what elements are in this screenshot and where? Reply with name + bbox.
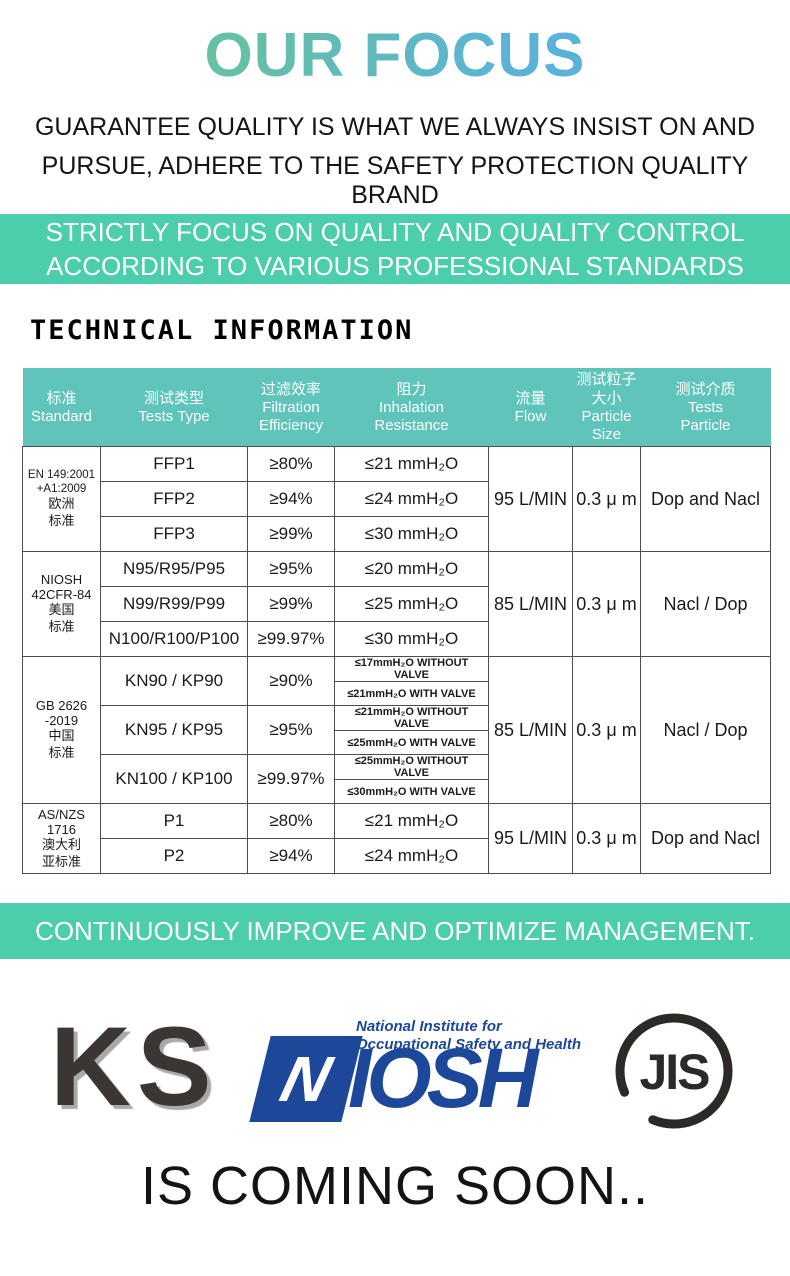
cell-standard-asnzs: AS/NZS 1716 澳大利 亚标准 bbox=[22, 803, 101, 874]
cell-standard-niosh: NIOSH 42CFR-84 美国 标准 bbox=[22, 551, 101, 657]
header-particle-size: 测试粒子大小 Particle Size bbox=[572, 368, 641, 447]
certification-logos: KS National Institute for Occupational S… bbox=[0, 1008, 790, 1140]
header-tests-type: 测试类型 Tests Type bbox=[100, 368, 248, 447]
cell-efficiency: ≥95% bbox=[247, 551, 335, 587]
niosh-logo-text: IOSH bbox=[348, 1031, 538, 1125]
table-row: EN 149:2001 +A1:2009 欧洲 标准 FFP1 ≥80% ≤21… bbox=[22, 446, 771, 552]
cell-efficiency: ≥80% bbox=[247, 446, 335, 482]
cell-test-type: FFP1 bbox=[100, 446, 248, 482]
table-row: FFP2 ≥94% ≤24 mmH₂O bbox=[23, 481, 771, 517]
cell-resistance: ≤21 mmH₂O bbox=[334, 803, 489, 839]
table-row: P2 ≥94% ≤24 mmH₂O bbox=[23, 838, 771, 874]
table-row: KN95 / KP95 ≥95% ≤21mmH₂O WITHOUT VALVE bbox=[23, 705, 771, 755]
cell-particle-size: 0.3 μ m bbox=[572, 803, 641, 874]
cell-standard-en149: EN 149:2001 +A1:2009 欧洲 标准 bbox=[22, 446, 101, 552]
cell-test-type: FFP3 bbox=[100, 516, 248, 552]
cell-resistance-sub: ≤30mmH₂O WITH VALVE bbox=[334, 779, 489, 804]
table-row: GB 2626 -2019 中国 标准 KN90 / KP90 ≥90% ≤17… bbox=[22, 656, 771, 804]
cell-test-type: FFP2 bbox=[100, 481, 248, 517]
cell-resistance: ≤24 mmH₂O bbox=[334, 481, 489, 517]
cell-resistance-sub: ≤17mmH₂O WITHOUT VALVE bbox=[334, 656, 489, 682]
cell-test-type: KN95 / KP95 bbox=[100, 705, 248, 755]
quality-banner: STRICTLY FOCUS ON QUALITY AND QUALITY CO… bbox=[0, 214, 790, 284]
cell-efficiency: ≥99.97% bbox=[247, 754, 335, 804]
cell-resistance: ≤30 mmH₂O bbox=[334, 516, 489, 552]
table-row: ≤25mmH₂O WITH VALVE bbox=[23, 730, 771, 755]
cell-resistance: ≤30 mmH₂O bbox=[334, 621, 489, 657]
table-row: KN100 / KP100 ≥99.97% ≤25mmH₂O WITHOUT V… bbox=[23, 754, 771, 804]
coming-soon-text: IS COMING SOON.. bbox=[140, 1156, 650, 1216]
jis-mark-icon: JIS bbox=[615, 1013, 733, 1129]
section-title: TECHNICAL INFORMATION bbox=[30, 315, 414, 346]
cell-test-type: P1 bbox=[100, 803, 248, 839]
cell-test-particle: Nacl / Dop bbox=[640, 656, 771, 804]
table-row: ≤30mmH₂O WITH VALVE bbox=[23, 779, 771, 804]
cell-particle-size: 0.3 μ m bbox=[572, 446, 641, 552]
cell-flow: 85 L/MIN bbox=[488, 551, 573, 657]
cell-test-type: P2 bbox=[100, 838, 248, 874]
cell-resistance-sub: ≤25mmH₂O WITH VALVE bbox=[334, 730, 489, 755]
cell-resistance: ≤20 mmH₂O bbox=[334, 551, 489, 587]
page-title: OUR FOCUS bbox=[0, 20, 790, 91]
cell-particle-size: 0.3 μ m bbox=[572, 656, 641, 804]
cell-efficiency: ≥94% bbox=[247, 838, 335, 874]
cell-efficiency: ≥90% bbox=[247, 656, 335, 706]
cell-particle-size: 0.3 μ m bbox=[572, 551, 641, 657]
table-row: ≤21mmH₂O WITH VALVE bbox=[23, 681, 771, 706]
improve-banner: CONTINUOUSLY IMPROVE AND OPTIMIZE MANAGE… bbox=[0, 903, 790, 959]
cell-resistance: ≤25 mmH₂O bbox=[334, 586, 489, 622]
cell-test-type: KN90 / KP90 bbox=[100, 656, 248, 706]
table-row: NIOSH 42CFR-84 美国 标准 N95/R95/P95 ≥95% ≤2… bbox=[22, 551, 771, 657]
header-filtration-efficiency: 过滤效率 Filtration Efficiency bbox=[247, 368, 335, 447]
cell-resistance-sub: ≤25mmH₂O WITHOUT VALVE bbox=[334, 754, 489, 780]
cell-test-particle: Dop and Nacl bbox=[640, 446, 771, 552]
technical-information-table: 标准 Standard 测试类型 Tests Type 过滤效率 Filtration… bbox=[22, 368, 771, 874]
cell-flow: 95 L/MIN bbox=[488, 446, 573, 552]
cell-efficiency: ≥94% bbox=[247, 481, 335, 517]
cell-flow: 95 L/MIN bbox=[488, 803, 573, 874]
niosh-logo: National Institute for Occupational Safe… bbox=[249, 1018, 582, 1130]
cell-test-type: KN100 / KP100 bbox=[100, 754, 248, 804]
table-row: FFP3 ≥99% ≤30 mmH₂O bbox=[23, 516, 771, 552]
table-header-row: 标准 Standard 测试类型 Tests Type 过滤效率 Filtration… bbox=[22, 368, 771, 447]
cell-flow: 85 L/MIN bbox=[488, 656, 573, 804]
svg-text:JIS: JIS bbox=[639, 1044, 709, 1100]
cell-test-type: N100/R100/P100 bbox=[100, 621, 248, 657]
header-standard: 标准 Standard bbox=[22, 368, 101, 447]
cell-resistance: ≤21 mmH₂O bbox=[334, 446, 489, 482]
cell-test-particle: Dop and Nacl bbox=[640, 803, 771, 874]
cell-efficiency: ≥99.97% bbox=[247, 621, 335, 657]
subtitle-line-1: GUARANTEE QUALITY IS WHAT WE ALWAYS INSI… bbox=[34, 113, 756, 141]
table-row: AS/NZS 1716 澳大利 亚标准 P1 ≥80% ≤21 mmH₂O 95… bbox=[22, 803, 771, 874]
header-tests-particle: 测试介质 Tests Particle bbox=[640, 368, 771, 447]
header-inhalation-resistance: 阻力 Inhalation Resistance bbox=[334, 368, 489, 447]
jis-logo: JIS bbox=[612, 1012, 736, 1132]
cell-efficiency: ≥80% bbox=[247, 803, 335, 839]
header-flow: 流量 Flow bbox=[488, 368, 573, 447]
table-row: N100/R100/P100 ≥99.97% ≤30 mmH₂O bbox=[23, 621, 771, 657]
cell-resistance-sub: ≤21mmH₂O WITHOUT VALVE bbox=[334, 705, 489, 731]
subtitle-line-2: PURSUE, ADHERE TO THE SAFETY PROTECTION … bbox=[41, 152, 749, 209]
quality-banner-line-2: ACCORDING TO VARIOUS PROFESSIONAL STANDA… bbox=[46, 251, 744, 281]
cell-test-particle: Nacl / Dop bbox=[640, 551, 771, 657]
quality-banner-line-1: STRICTLY FOCUS ON QUALITY AND QUALITY CO… bbox=[45, 217, 745, 247]
cell-test-type: N99/R99/P99 bbox=[100, 586, 248, 622]
cell-efficiency: ≥99% bbox=[247, 586, 335, 622]
niosh-logo-caption: National Institute for Occupational Safe… bbox=[356, 1018, 582, 1053]
cell-resistance: ≤24 mmH₂O bbox=[334, 838, 489, 874]
table-row: N99/R99/P99 ≥99% ≤25 mmH₂O bbox=[23, 586, 771, 622]
cell-efficiency: ≥95% bbox=[247, 705, 335, 755]
improve-banner-text: CONTINUOUSLY IMPROVE AND OPTIMIZE MANAGE… bbox=[35, 916, 755, 946]
niosh-n-block: N bbox=[249, 1036, 363, 1122]
cell-resistance-sub: ≤21mmH₂O WITH VALVE bbox=[334, 681, 489, 706]
cell-test-type: N95/R95/P95 bbox=[100, 551, 248, 587]
cell-standard-gb2626: GB 2626 -2019 中国 标准 bbox=[22, 656, 101, 804]
cell-efficiency: ≥99% bbox=[247, 516, 335, 552]
ks-logo: KS bbox=[50, 1004, 218, 1129]
